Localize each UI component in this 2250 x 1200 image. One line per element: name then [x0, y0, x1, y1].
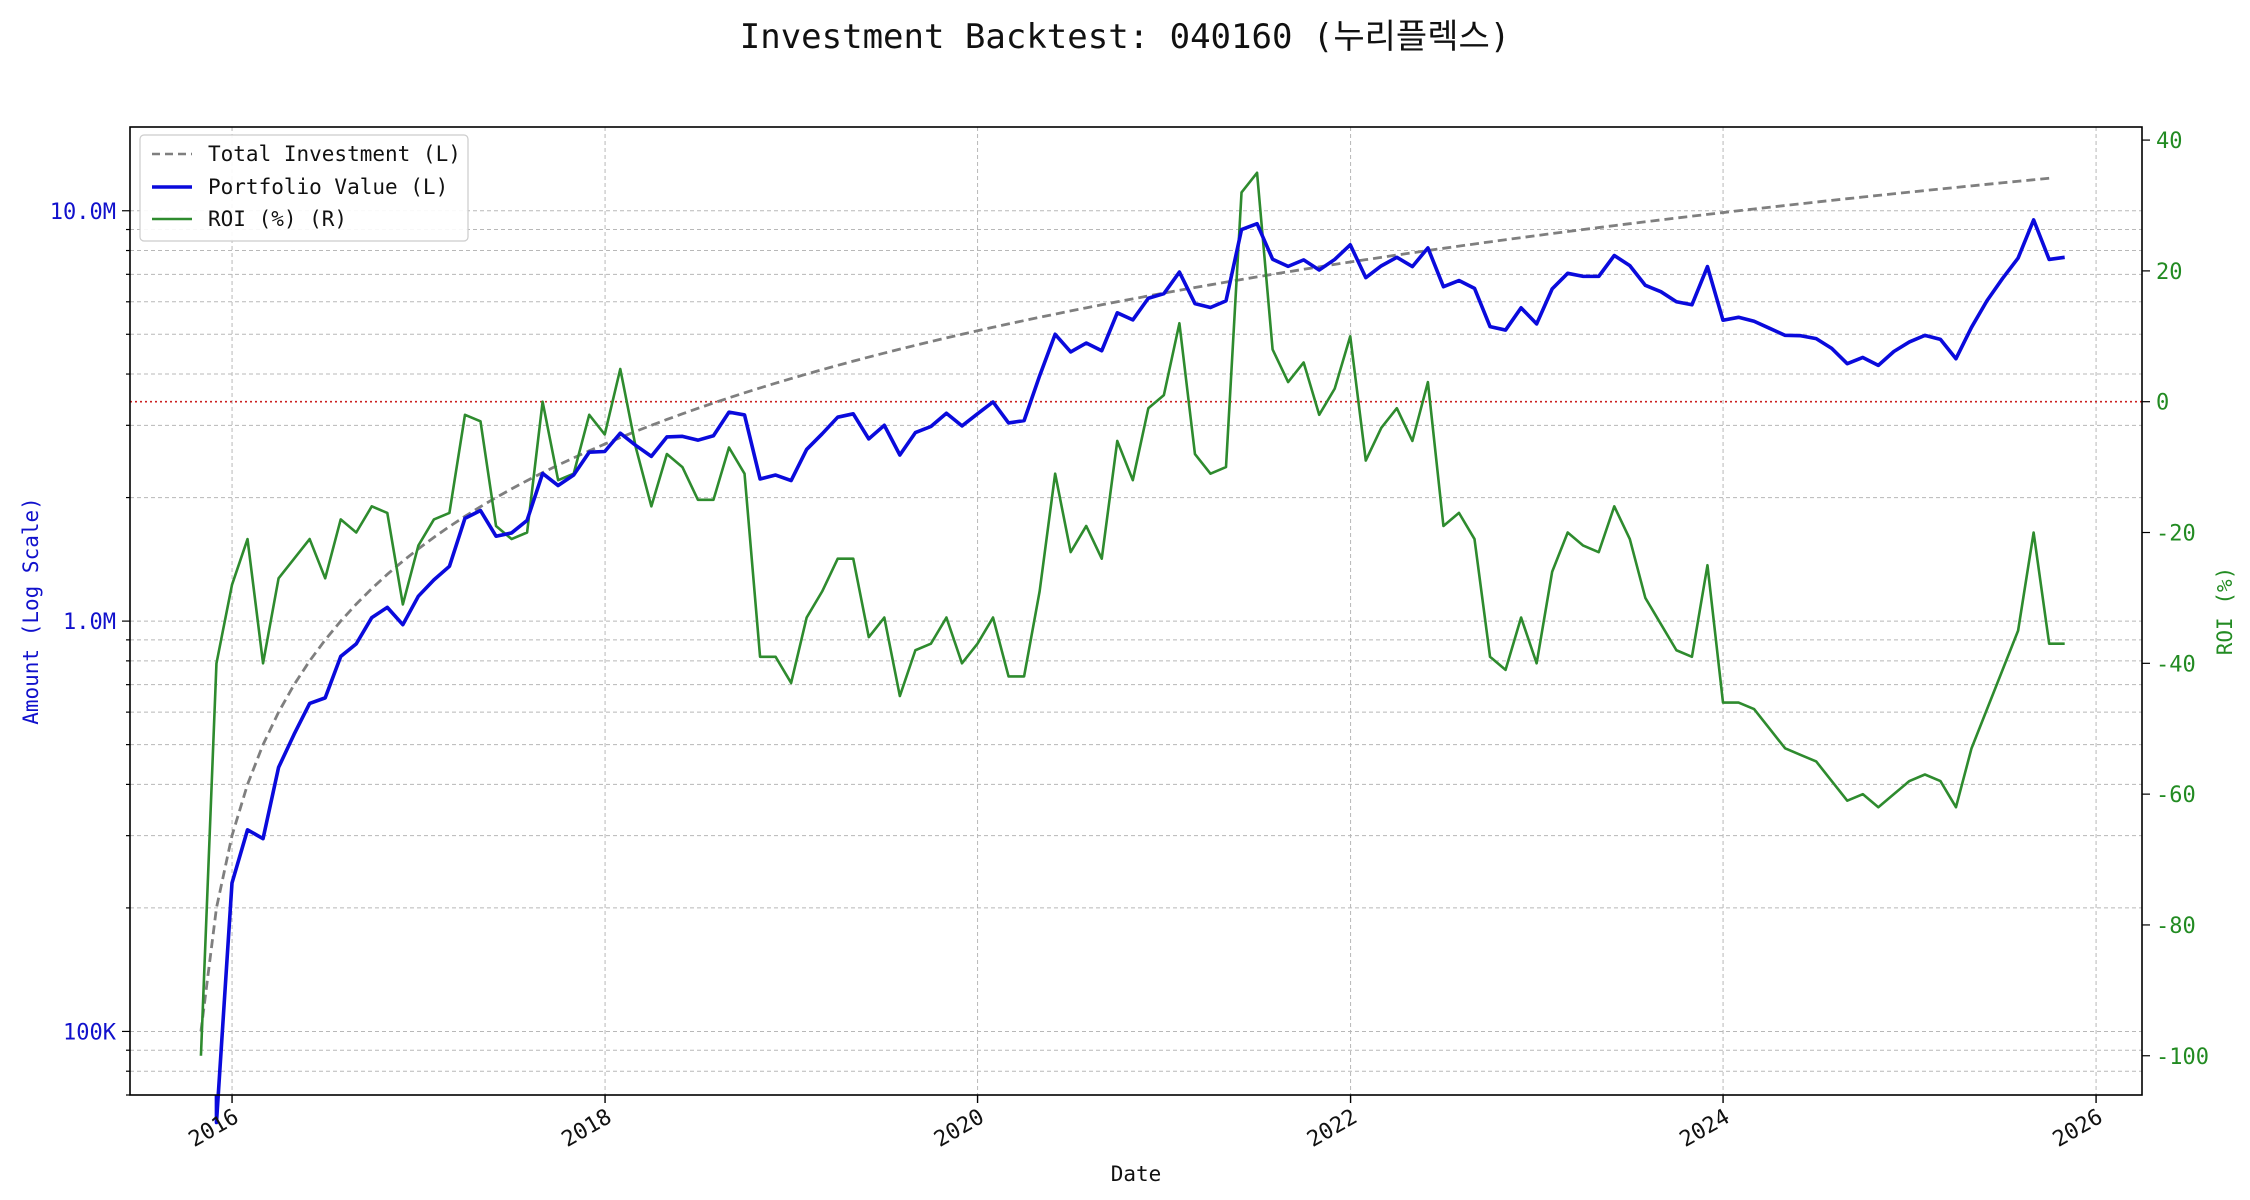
- legend: Total Investment (L) Portfolio Value (L)…: [139, 134, 469, 242]
- y-right-tick-label: 40: [2156, 129, 2183, 154]
- x-tick-label: 2016: [185, 1105, 243, 1153]
- x-tick-label: 2024: [1676, 1105, 1734, 1153]
- left-axis-label: Amount (Log Scale): [19, 497, 43, 725]
- chart-title: Investment Backtest: 040160 (누리플렉스): [740, 17, 1511, 57]
- y-right-tick-label: -60: [2156, 783, 2196, 808]
- y-left-tick-label: 10.0M: [50, 200, 116, 225]
- axis-layer: 2016 2018 2020 2022 2024 2026 100K 1.0M 10.0M -10…: [50, 129, 2209, 1153]
- y-right-tick-label: 0: [2156, 391, 2169, 416]
- series-layer: [199, 171, 2065, 1125]
- y-right-tick-label: -20: [2156, 522, 2196, 547]
- series-roi-line: [199, 171, 2065, 1056]
- series-portfolio-value-line: [214, 218, 2065, 1125]
- y-left-tick-label: 100K: [63, 1020, 117, 1045]
- y-right-tick-label: -80: [2156, 914, 2196, 939]
- y-right-tick-label: -40: [2156, 652, 2196, 677]
- y-right-tick-label: -100: [2156, 1045, 2209, 1070]
- x-tick-label: 2018: [558, 1105, 616, 1153]
- y-left-tick-label: 1.0M: [63, 610, 116, 635]
- plot-frame: [129, 126, 2143, 1096]
- right-axis-label: ROI (%): [2213, 567, 2237, 656]
- legend-label-investment: Total Investment (L): [208, 142, 461, 166]
- x-axis-label: Date: [1111, 1162, 1162, 1186]
- x-tick-label: 2026: [2049, 1105, 2107, 1153]
- x-tick-label: 2022: [1303, 1105, 1361, 1153]
- legend-label-portfolio: Portfolio Value (L): [208, 175, 448, 199]
- legend-label-roi: ROI (%) (R): [208, 207, 347, 231]
- series-total-investment-line: [199, 176, 2050, 1032]
- x-tick-label: 2020: [930, 1105, 988, 1153]
- legend-box: [139, 134, 469, 242]
- y-right-tick-label: 20: [2156, 260, 2183, 285]
- grid-layer: [130, 127, 2142, 1096]
